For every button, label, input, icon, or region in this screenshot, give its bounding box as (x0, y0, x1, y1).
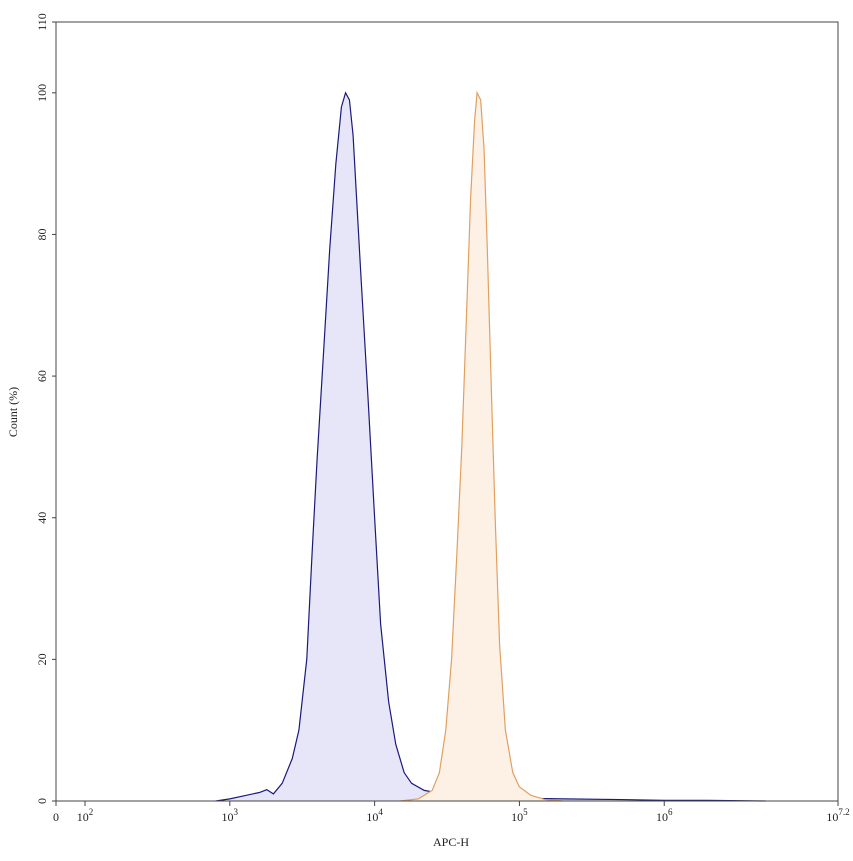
x-axis-label: APC-H (433, 835, 469, 849)
x-tick-exponent: 2 (89, 807, 94, 817)
y-tick-label: 40 (35, 512, 49, 524)
x-tick-label: 0 (53, 810, 59, 824)
x-tick-label: 107.2 (826, 807, 849, 824)
histogram-line (400, 90, 564, 802)
y-tick-label: 60 (35, 370, 49, 382)
y-tick-label: 110 (35, 13, 49, 31)
x-tick-base: 10 (366, 810, 378, 824)
histogram-area (215, 92, 766, 801)
y-tick-label: 20 (35, 653, 49, 665)
x-tick-base: 10 (222, 810, 234, 824)
x-tick-label: 103 (222, 807, 239, 824)
x-tick-base: 10 (826, 810, 838, 824)
x-tick-exponent: 4 (378, 807, 383, 817)
x-tick-exponent: 5 (523, 807, 528, 817)
x-tick-exponent: 6 (668, 807, 673, 817)
y-tick-label: 100 (35, 84, 49, 102)
y-tick-label: 0 (35, 798, 49, 804)
x-tick-label: 104 (366, 807, 383, 824)
plot-frame (55, 21, 839, 802)
x-tick-label: 102 (77, 807, 94, 824)
y-tick-label: 80 (35, 228, 49, 240)
x-tick-exponent: 3 (234, 807, 239, 817)
x-tick-label: 105 (511, 807, 528, 824)
x-tick-base: 10 (77, 810, 89, 824)
x-tick-base: 10 (656, 810, 668, 824)
x-tick-label: 106 (656, 807, 673, 824)
y-axis-label: Count (%) (6, 387, 20, 437)
histogram-area (400, 92, 564, 801)
x-tick-exponent: 7.2 (838, 807, 849, 817)
x-tick-base: 10 (511, 810, 523, 824)
